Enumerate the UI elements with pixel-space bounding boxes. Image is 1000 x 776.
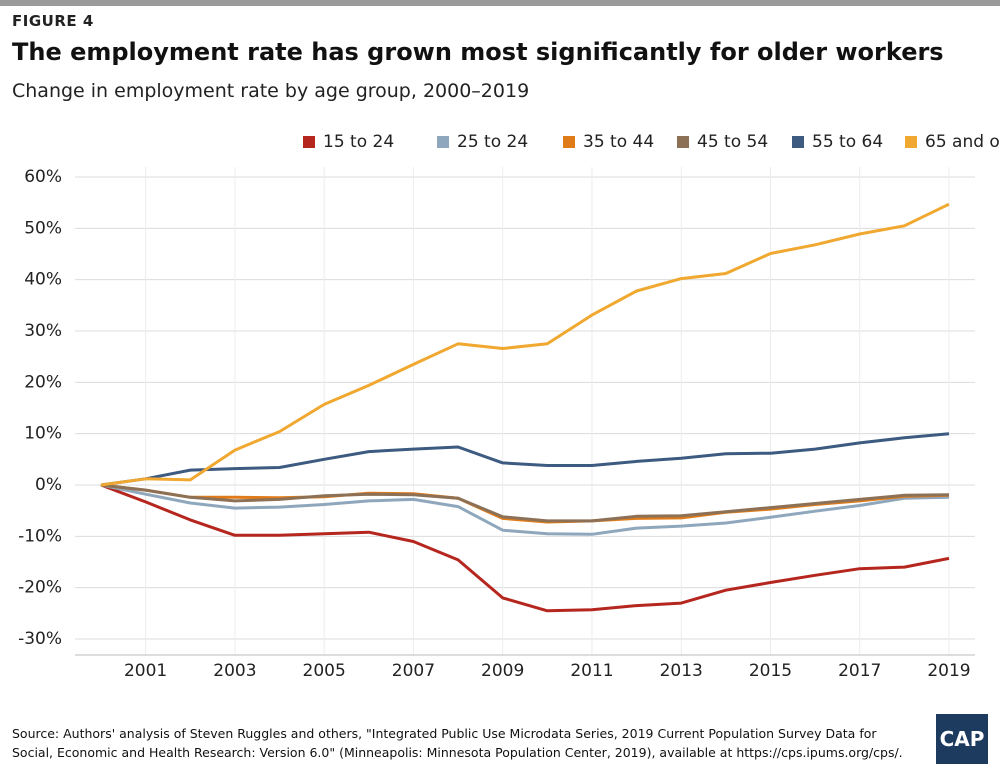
series-line [100,483,950,613]
series-line [100,202,950,487]
source-note: Source: Authors' analysis of Steven Rugg… [12,726,903,760]
legend-swatch [677,136,689,148]
legend-label: 35 to 44 [583,132,654,152]
series-line [100,432,950,487]
chart: -30% -20% -10% 0% 10% 20% 30% 40% 50% 60% 2001 2003… [18,132,1000,681]
y-tick-label: 40% [24,270,62,290]
y-tick-label: 60% [24,167,62,187]
legend-swatch [437,136,449,148]
x-tick-label: 2007 [392,661,435,681]
legend-label: 65 and older [925,132,1000,152]
figure-label: FIGURE 4 [12,12,94,30]
legend-label: 15 to 24 [323,132,394,152]
x-tick-label: 2019 [927,661,970,681]
x-tick-label: 2003 [213,661,256,681]
x-tick-label: 2001 [124,661,167,681]
y-tick-label: 20% [24,372,62,392]
y-tick-label: 50% [24,218,62,238]
chart-title: The employment rate has grown most signi… [12,38,944,66]
y-tick-label: 30% [24,321,62,341]
legend-swatch [303,136,315,148]
x-tick-label: 2015 [749,661,792,681]
top-bar [0,0,1000,6]
legend-swatch [905,136,917,148]
logo: CAP [936,714,988,764]
legend-label: 55 to 64 [812,132,883,152]
x-tick-label: 2005 [303,661,346,681]
y-tick-label: 10% [24,424,62,444]
x-tick-label: 2013 [660,661,703,681]
chart-subtitle: Change in employment rate by age group, … [12,80,530,102]
series-line [100,483,950,523]
legend-label: 45 to 54 [697,132,768,152]
x-tick-label: 2011 [570,661,613,681]
series-line [100,483,950,536]
x-tick-label: 2009 [481,661,524,681]
legend-label: 25 to 24 [457,132,528,152]
legend-swatch [563,136,575,148]
y-tick-label: -30% [18,629,62,649]
y-tick-label: -20% [18,578,62,598]
y-tick-label: 0% [35,475,62,495]
y-tick-label: -10% [18,526,62,546]
x-tick-label: 2017 [838,661,881,681]
legend-swatch [792,136,804,148]
